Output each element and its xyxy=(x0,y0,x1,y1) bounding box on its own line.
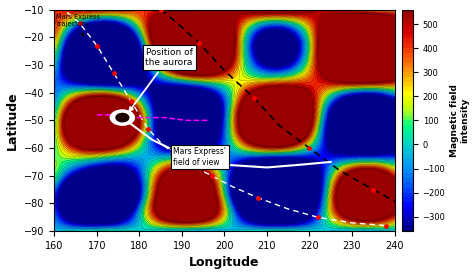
Point xyxy=(314,215,322,219)
Point xyxy=(157,7,164,12)
Point xyxy=(382,223,390,228)
Point xyxy=(255,196,262,200)
Point xyxy=(76,21,83,26)
Text: Position of
the aurora: Position of the aurora xyxy=(129,48,193,111)
Text: Mars Express'
field of view: Mars Express' field of view xyxy=(170,147,227,167)
Point xyxy=(195,41,203,45)
Point xyxy=(144,126,152,131)
Point xyxy=(93,43,100,48)
Point xyxy=(208,174,216,178)
Text: Mars Express
trajectory: Mars Express trajectory xyxy=(56,14,100,36)
Y-axis label: Latitude: Latitude xyxy=(6,91,18,150)
Point xyxy=(170,152,177,156)
Point xyxy=(250,96,258,100)
Point xyxy=(110,71,118,75)
Circle shape xyxy=(116,113,129,122)
X-axis label: Longitude: Longitude xyxy=(189,257,260,269)
Point xyxy=(369,188,377,192)
Circle shape xyxy=(109,109,135,126)
Point xyxy=(127,99,135,103)
Point xyxy=(306,146,313,150)
Y-axis label: Magnetic field
intensity: Magnetic field intensity xyxy=(450,84,469,157)
